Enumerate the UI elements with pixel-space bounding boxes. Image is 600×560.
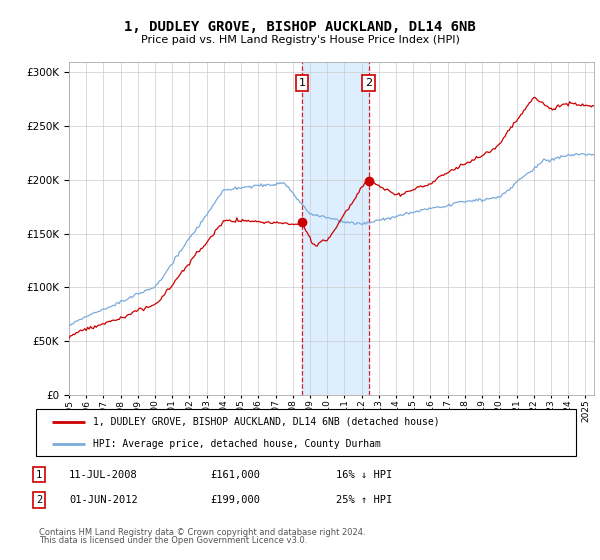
FancyBboxPatch shape	[36, 409, 576, 456]
Text: This data is licensed under the Open Government Licence v3.0.: This data is licensed under the Open Gov…	[39, 536, 307, 545]
Text: 01-JUN-2012: 01-JUN-2012	[69, 495, 138, 505]
Text: 2: 2	[365, 78, 373, 88]
Text: HPI: Average price, detached house, County Durham: HPI: Average price, detached house, Coun…	[92, 438, 380, 449]
Text: 1: 1	[298, 78, 305, 88]
Text: 2: 2	[36, 495, 42, 505]
Text: Contains HM Land Registry data © Crown copyright and database right 2024.: Contains HM Land Registry data © Crown c…	[39, 528, 365, 536]
Text: £199,000: £199,000	[210, 495, 260, 505]
Text: 16% ↓ HPI: 16% ↓ HPI	[336, 470, 392, 480]
Bar	[302, 62, 369, 395]
Text: Price paid vs. HM Land Registry's House Price Index (HPI): Price paid vs. HM Land Registry's House …	[140, 35, 460, 45]
Text: 11-JUL-2008: 11-JUL-2008	[69, 470, 138, 480]
Text: 1, DUDLEY GROVE, BISHOP AUCKLAND, DL14 6NB: 1, DUDLEY GROVE, BISHOP AUCKLAND, DL14 6…	[124, 20, 476, 34]
Text: 1: 1	[36, 470, 42, 480]
Text: £161,000: £161,000	[210, 470, 260, 480]
Text: 1, DUDLEY GROVE, BISHOP AUCKLAND, DL14 6NB (detached house): 1, DUDLEY GROVE, BISHOP AUCKLAND, DL14 6…	[92, 417, 439, 427]
Text: 25% ↑ HPI: 25% ↑ HPI	[336, 495, 392, 505]
